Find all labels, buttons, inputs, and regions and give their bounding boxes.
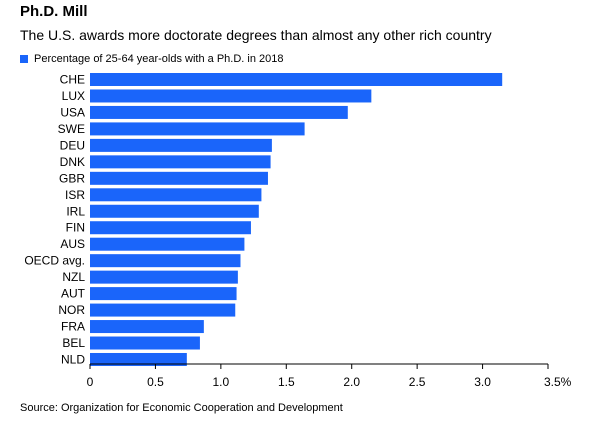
bar-nzl [90,270,238,284]
x-tick-label: 0.5 [147,375,164,389]
x-tick-label: 1.0 [213,375,230,389]
chart-subtitle: The U.S. awards more doctorate degrees t… [20,27,492,43]
x-tick-label: 2.0 [343,375,360,389]
category-label: ISR [65,188,85,202]
chart-title: Ph.D. Mill [20,3,88,20]
bar-bel [90,336,200,350]
category-label: NOR [58,303,85,317]
category-label: AUS [60,237,85,251]
bar-swe [90,122,305,136]
x-tick-label: 1.5 [278,375,295,389]
legend-label: Percentage of 25-64 year-olds with a Ph.… [34,53,284,65]
bar-aut [90,287,237,301]
bar-aus [90,237,245,251]
category-label: BEL [62,336,85,350]
category-label: GBR [59,171,85,185]
bar-oecd-avg [90,254,241,268]
category-label: OECD avg. [24,254,85,268]
category-label: AUT [61,287,86,301]
category-label: FIN [66,221,85,235]
category-label: DNK [60,155,85,169]
bar-deu [90,138,272,152]
bar-dnk [90,155,271,169]
x-tick-label: 3.0 [474,375,491,389]
bar-gbr [90,171,268,185]
category-label: NLD [61,352,85,366]
category-label: LUX [62,89,85,103]
bar-fin [90,221,251,235]
category-label: CHE [60,73,85,87]
category-label: SWE [58,122,85,136]
bar-isr [90,188,262,202]
category-label: FRA [61,320,85,334]
legend-swatch [20,55,28,63]
category-label: DEU [60,138,85,152]
bar-fra [90,320,204,334]
category-label: NZL [62,270,85,284]
x-tick-label: 3.5% [544,375,572,389]
bar-che [90,73,503,86]
x-tick-label: 2.5 [409,375,426,389]
bar-irl [90,204,259,218]
chart-legend: Percentage of 25-64 year-olds with a Ph.… [20,52,283,66]
source-note: Source: Organization for Economic Cooper… [20,402,343,414]
bar-nld [90,352,187,366]
bar-lux [90,89,372,103]
bar-nor [90,303,236,317]
category-label: USA [60,105,85,119]
bar-usa [90,105,348,119]
category-label: IRL [66,204,85,218]
x-tick-label: 0 [87,375,94,389]
